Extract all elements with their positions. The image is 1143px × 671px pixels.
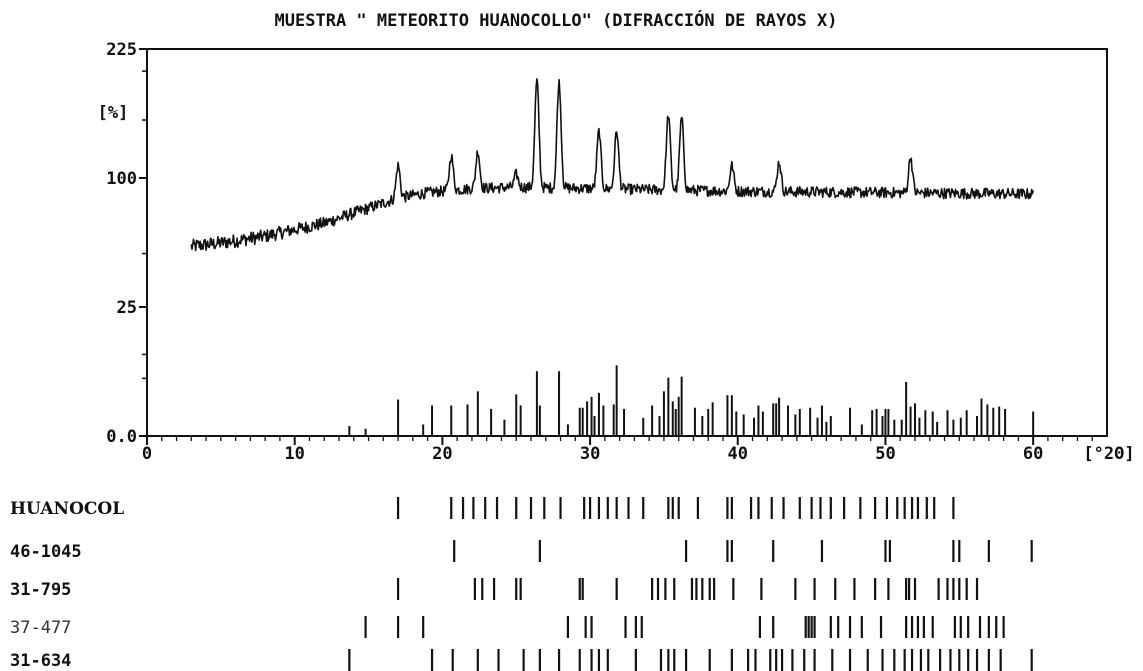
plot-border: [146, 48, 1108, 437]
y-tick-label: 25: [117, 298, 137, 318]
x-tick-label: 30: [580, 444, 600, 464]
x-tick-label: 50: [875, 444, 895, 464]
plot-frame: [146, 48, 1108, 437]
reference-row: 31-634: [10, 649, 1033, 671]
x-axis-unit-label: [°2Θ]: [1083, 444, 1134, 464]
x-tick-label: 0: [142, 444, 152, 464]
reference-row-label: 31-634: [10, 651, 71, 671]
y-axis: 225 100 25 0.0: [106, 40, 147, 447]
x-axis: 0 10 20 30 40 50 60: [142, 436, 1093, 464]
chart-title: MUESTRA " METEORITO HUANOCOLLO" (DIFRACC…: [275, 9, 838, 31]
y-tick-label: 0.0: [106, 427, 137, 447]
x-tick-label: 20: [432, 444, 452, 464]
reference-row: 31-795: [10, 578, 979, 600]
reference-rows: HUANOCOL 46-1045 31-795 37-477 31-634: [10, 497, 1033, 671]
diffractogram-line: [190, 78, 1034, 252]
reference-row: 46-1045: [10, 540, 1033, 562]
y-axis-unit-label: [%]: [98, 103, 129, 123]
y-tick-label: 100: [106, 169, 137, 189]
reference-row-label: 37-477: [10, 618, 71, 638]
reference-row: 37-477: [10, 616, 1005, 638]
x-tick-label: 10: [284, 444, 304, 464]
x-tick-label: 40: [728, 444, 748, 464]
x-tick-label: 60: [1023, 444, 1043, 464]
diffractogram-trace: [190, 78, 1034, 252]
reference-row-label: HUANOCOL: [10, 499, 124, 519]
reference-row-label: 46-1045: [10, 542, 82, 562]
y-tick-label: 225: [106, 40, 137, 60]
reference-row-label: 31-795: [10, 580, 71, 600]
reference-stick-lines: [348, 365, 1035, 436]
reference-row: HUANOCOL: [10, 497, 955, 519]
